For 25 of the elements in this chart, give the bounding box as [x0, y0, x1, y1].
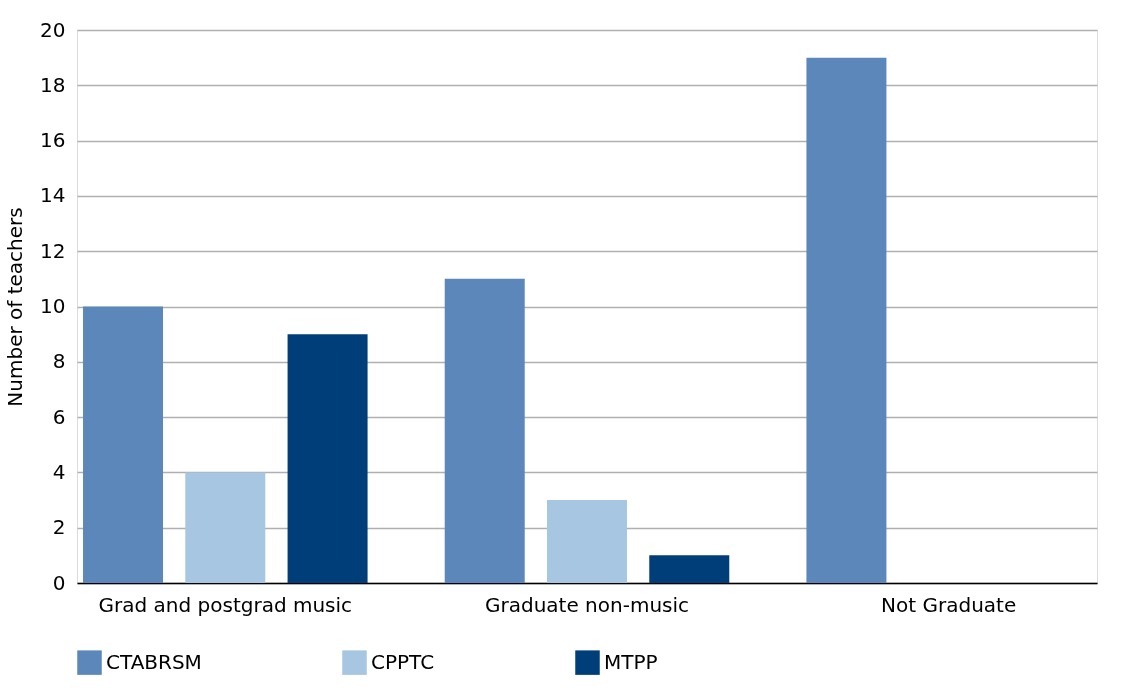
bar [287, 334, 368, 583]
y-tick-label: 4 [52, 459, 66, 484]
bar [547, 500, 627, 583]
legend-label: CPPTC [371, 649, 435, 674]
y-axis-title: Number of teachers [3, 207, 28, 407]
y-tick-label: 10 [40, 294, 66, 318]
bar [806, 57, 887, 583]
bar [649, 555, 730, 583]
y-tick-label: 16 [40, 128, 66, 153]
x-tick-label: Grad and postgrad music [98, 592, 353, 617]
y-tick-label: 12 [40, 238, 66, 263]
legend-label: MTPP [604, 649, 658, 674]
y-tick-label: 6 [52, 404, 66, 429]
y-tick-label: 2 [52, 515, 66, 540]
x-tick-label: Graduate non-music [484, 592, 690, 617]
y-tick-label: 18 [40, 72, 66, 97]
bar [185, 472, 266, 583]
bar [83, 306, 164, 583]
y-tick-label: 14 [40, 183, 66, 208]
x-tick-label: Not Graduate [881, 592, 1017, 617]
y-tick-label: 0 [52, 570, 66, 595]
y-tick-label: 20 [40, 17, 66, 42]
y-tick-label: 8 [52, 349, 66, 374]
bar [444, 278, 525, 583]
legend-label: CTABRSM [106, 649, 202, 674]
